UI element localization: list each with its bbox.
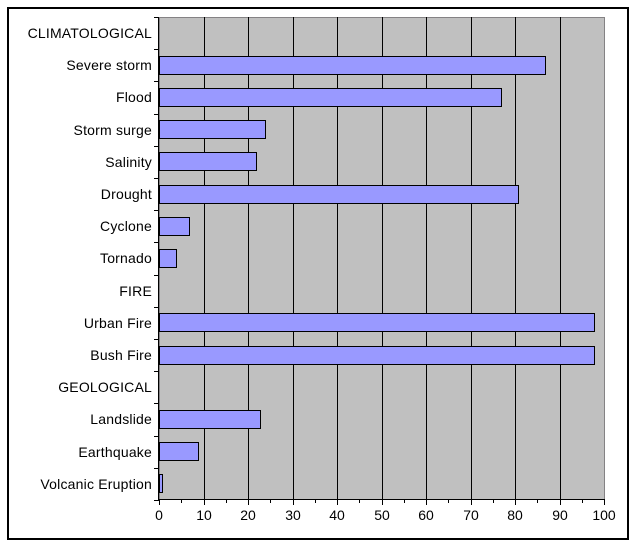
category-axis-tick [154, 210, 159, 211]
gridline [426, 17, 427, 500]
value-axis-major-tick [337, 500, 338, 505]
category-axis-tick [154, 339, 159, 340]
gridline [515, 17, 516, 500]
value-axis-major-tick [515, 500, 516, 505]
value-axis-tick-label: 30 [285, 507, 301, 523]
category-axis-tick [154, 403, 159, 404]
category-label: Salinity [105, 154, 152, 170]
category-axis-tick [154, 500, 159, 501]
value-axis-tick-label: 20 [240, 507, 256, 523]
category-label: Flood [115, 89, 152, 105]
value-axis-tick-label: 10 [196, 507, 212, 523]
value-axis-minor-tick [582, 500, 583, 503]
value-axis-tick-label: 90 [552, 507, 568, 523]
gridline [204, 17, 205, 500]
value-axis-major-tick [382, 500, 383, 505]
category-axis-tick [154, 436, 159, 437]
category-label: Volcanic Eruption [40, 476, 152, 492]
category-label: Urban Fire [83, 315, 152, 331]
category-label: Earthquake [78, 444, 152, 460]
category-axis-tick [154, 468, 159, 469]
bar [159, 152, 257, 171]
bar [159, 185, 519, 204]
value-axis-major-tick [604, 500, 605, 505]
category-label: Severe storm [66, 57, 152, 73]
value-axis-major-tick [471, 500, 472, 505]
category-axis-tick [154, 17, 159, 18]
value-axis-minor-tick [537, 500, 538, 503]
category-label: Landslide [90, 411, 152, 427]
value-axis-minor-tick [315, 500, 316, 503]
bar [159, 56, 546, 75]
value-axis-major-tick [159, 500, 160, 505]
category-label: Tornado [100, 250, 152, 266]
value-axis-minor-tick [270, 500, 271, 503]
category-axis-tick [154, 114, 159, 115]
category-axis-tick [154, 178, 159, 179]
category-label: Storm surge [73, 122, 152, 138]
gridline [560, 17, 561, 500]
bar [159, 346, 595, 365]
value-axis-major-tick [560, 500, 561, 505]
value-axis-tick-label: 70 [463, 507, 479, 523]
value-axis-major-tick [426, 500, 427, 505]
value-axis-minor-tick [493, 500, 494, 503]
category-axis-tick [154, 371, 159, 372]
bar [159, 474, 163, 493]
category-label: CLIMATOLOGICAL [27, 25, 152, 41]
bar [159, 217, 190, 236]
gridline [471, 17, 472, 500]
value-axis-minor-tick [359, 500, 360, 503]
chart-frame-border [7, 7, 629, 540]
value-axis-line [158, 499, 605, 500]
value-axis-minor-tick [404, 500, 405, 503]
category-label: Bush Fire [90, 347, 152, 363]
category-axis-tick [154, 307, 159, 308]
bar [159, 442, 199, 461]
value-axis-major-tick [204, 500, 205, 505]
value-axis-tick-label: 50 [374, 507, 390, 523]
category-axis-tick [154, 242, 159, 243]
category-axis-tick [154, 49, 159, 50]
category-axis-tick [154, 146, 159, 147]
value-axis-major-tick [293, 500, 294, 505]
value-axis-minor-tick [181, 500, 182, 503]
bar [159, 120, 266, 139]
value-axis-tick-label: 80 [507, 507, 523, 523]
gridline [337, 17, 338, 500]
bar [159, 313, 595, 332]
category-label: Cyclone [100, 218, 152, 234]
category-label: GEOLOGICAL [58, 379, 152, 395]
gridline [382, 17, 383, 500]
value-axis-minor-tick [226, 500, 227, 503]
value-axis-tick-label: 40 [329, 507, 345, 523]
category-label: FIRE [119, 283, 152, 299]
category-axis-tick [154, 81, 159, 82]
gridline [293, 17, 294, 500]
value-axis-minor-tick [448, 500, 449, 503]
bar [159, 410, 261, 429]
category-axis-line [158, 17, 159, 500]
bar [159, 249, 177, 268]
bar [159, 88, 502, 107]
value-axis-tick-label: 60 [418, 507, 434, 523]
value-axis-major-tick [248, 500, 249, 505]
category-label: Drought [100, 186, 152, 202]
gridline [248, 17, 249, 500]
value-axis-tick-label: 0 [155, 507, 163, 523]
value-axis-tick-label: 100 [592, 507, 616, 523]
category-axis-tick [154, 275, 159, 276]
